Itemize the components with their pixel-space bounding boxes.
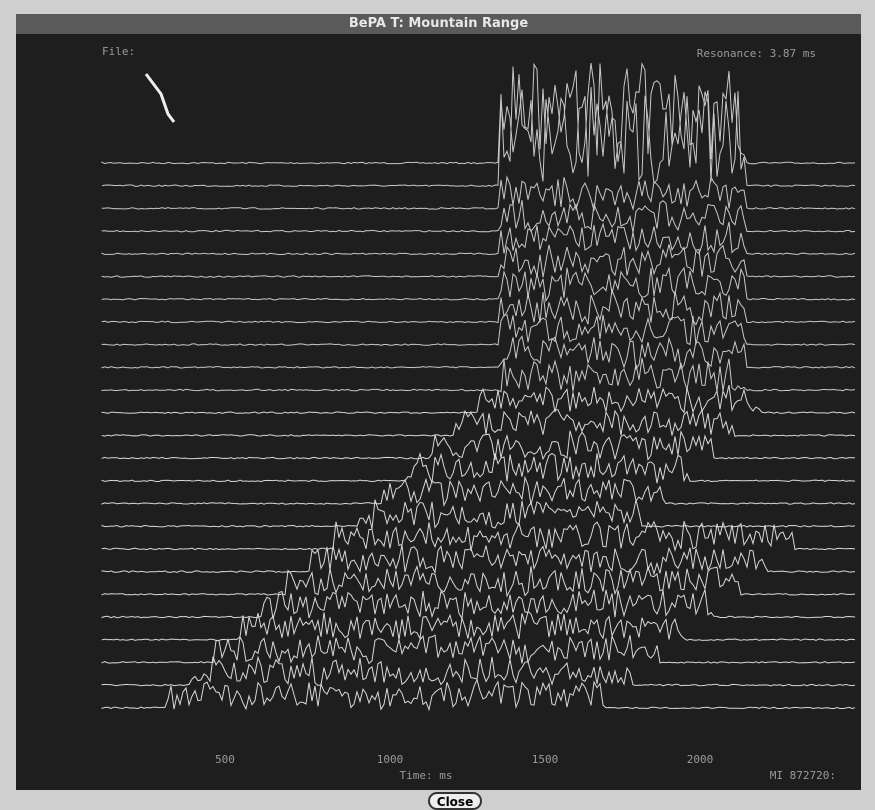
close-button[interactable]: Close: [428, 792, 482, 810]
window: BePA T: Mountain Range File: Resonance: …: [0, 0, 875, 810]
x-axis-label: Time: ms: [400, 769, 453, 782]
x-tick-label: 2000: [687, 753, 714, 766]
id-label: MI 872720:: [770, 769, 836, 782]
x-tick-label: 500: [215, 753, 235, 766]
status-text: Resonance: 3.87 ms: [697, 47, 816, 60]
x-tick-label: 1500: [532, 753, 559, 766]
title-bar: BePA T: Mountain Range: [16, 14, 861, 34]
file-label: File:: [102, 45, 135, 58]
x-tick-label: 1000: [377, 753, 404, 766]
plot: File: Resonance: 3.87 ms Time: ms MI 872…: [16, 34, 861, 790]
